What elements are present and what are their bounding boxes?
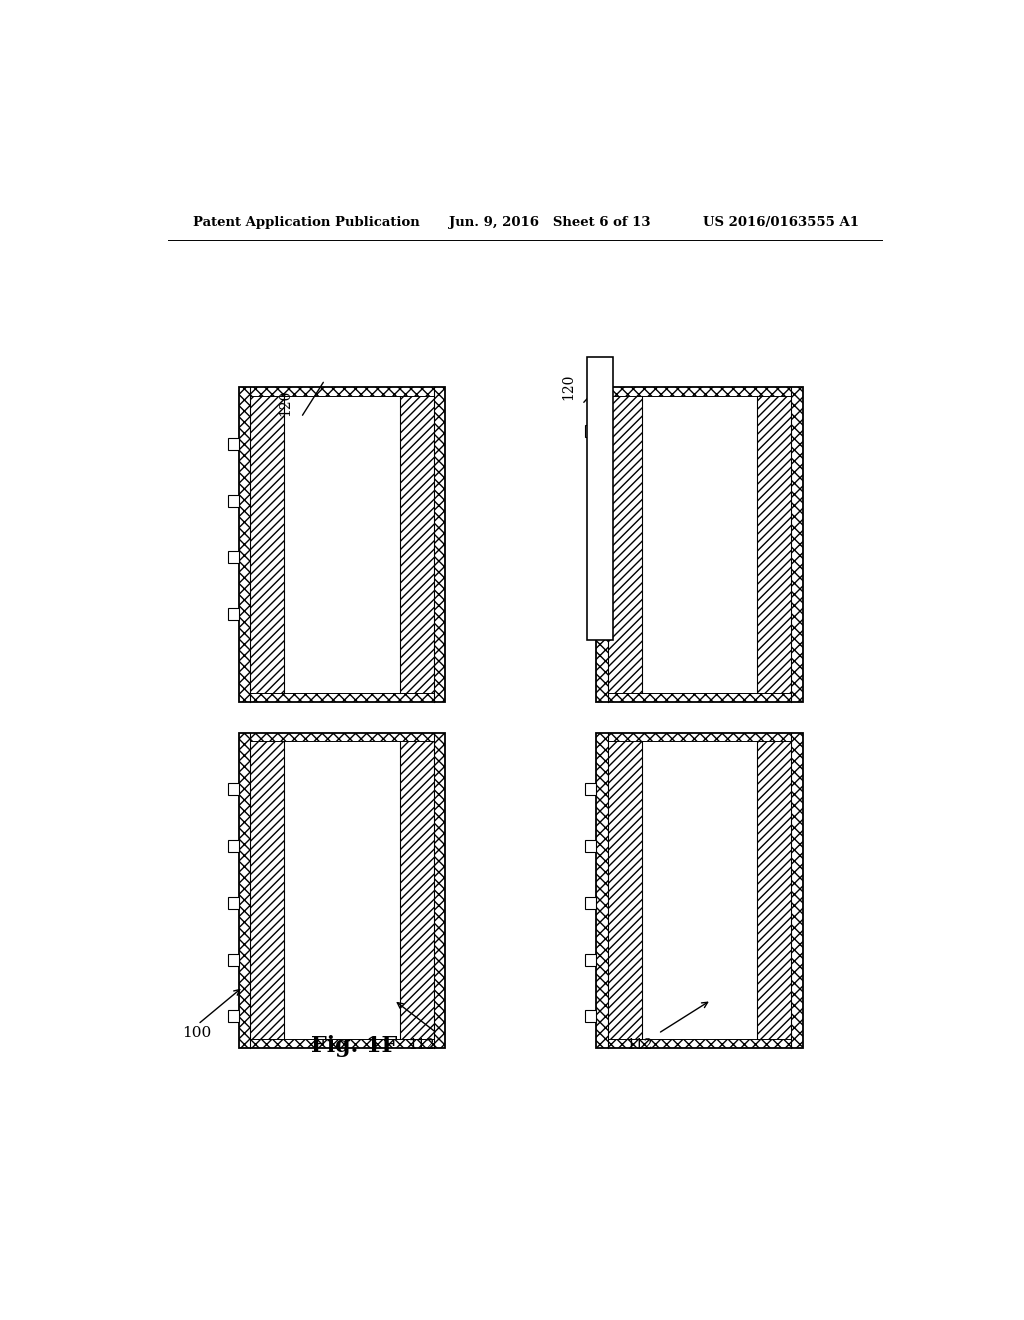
Bar: [400, 396, 434, 693]
Bar: [251, 742, 285, 1039]
Bar: [585, 896, 596, 908]
Bar: [792, 387, 803, 702]
Bar: [227, 1010, 239, 1022]
Bar: [596, 387, 607, 702]
Bar: [596, 733, 607, 1048]
Bar: [434, 387, 445, 702]
Bar: [434, 733, 445, 1048]
Bar: [585, 953, 596, 965]
Bar: [251, 387, 434, 396]
Text: US 2016/0163555 A1: US 2016/0163555 A1: [703, 216, 859, 228]
Bar: [585, 783, 596, 796]
Text: Jun. 9, 2016   Sheet 6 of 13: Jun. 9, 2016 Sheet 6 of 13: [450, 216, 651, 228]
Bar: [251, 693, 434, 702]
Bar: [240, 387, 251, 702]
Bar: [240, 733, 251, 1048]
Bar: [607, 396, 642, 693]
Bar: [596, 733, 803, 1048]
Bar: [587, 356, 612, 640]
Bar: [607, 742, 642, 1039]
Text: 120: 120: [561, 374, 575, 400]
Text: 100: 100: [182, 1026, 211, 1040]
Bar: [227, 783, 239, 796]
Text: 112: 112: [627, 1038, 653, 1052]
Bar: [607, 733, 792, 742]
Bar: [607, 1039, 792, 1048]
Bar: [596, 387, 803, 702]
Bar: [227, 896, 239, 908]
Text: 112: 112: [409, 1038, 435, 1052]
Bar: [607, 693, 792, 702]
Text: 120: 120: [279, 389, 292, 416]
Bar: [251, 1039, 434, 1048]
Bar: [757, 742, 792, 1039]
Bar: [227, 840, 239, 853]
Bar: [400, 742, 434, 1039]
Bar: [757, 396, 792, 693]
Bar: [585, 840, 596, 853]
Bar: [227, 552, 239, 564]
Text: Patent Application Publication: Patent Application Publication: [194, 216, 420, 228]
Bar: [607, 387, 792, 396]
Bar: [227, 438, 239, 450]
Bar: [240, 733, 445, 1048]
Text: Fig. 1F: Fig. 1F: [311, 1035, 397, 1057]
Bar: [227, 495, 239, 507]
Bar: [585, 1010, 596, 1022]
Bar: [251, 396, 285, 693]
Bar: [251, 733, 434, 742]
Bar: [585, 425, 596, 437]
Bar: [227, 609, 239, 620]
Bar: [792, 733, 803, 1048]
Bar: [240, 387, 445, 702]
Bar: [227, 953, 239, 965]
